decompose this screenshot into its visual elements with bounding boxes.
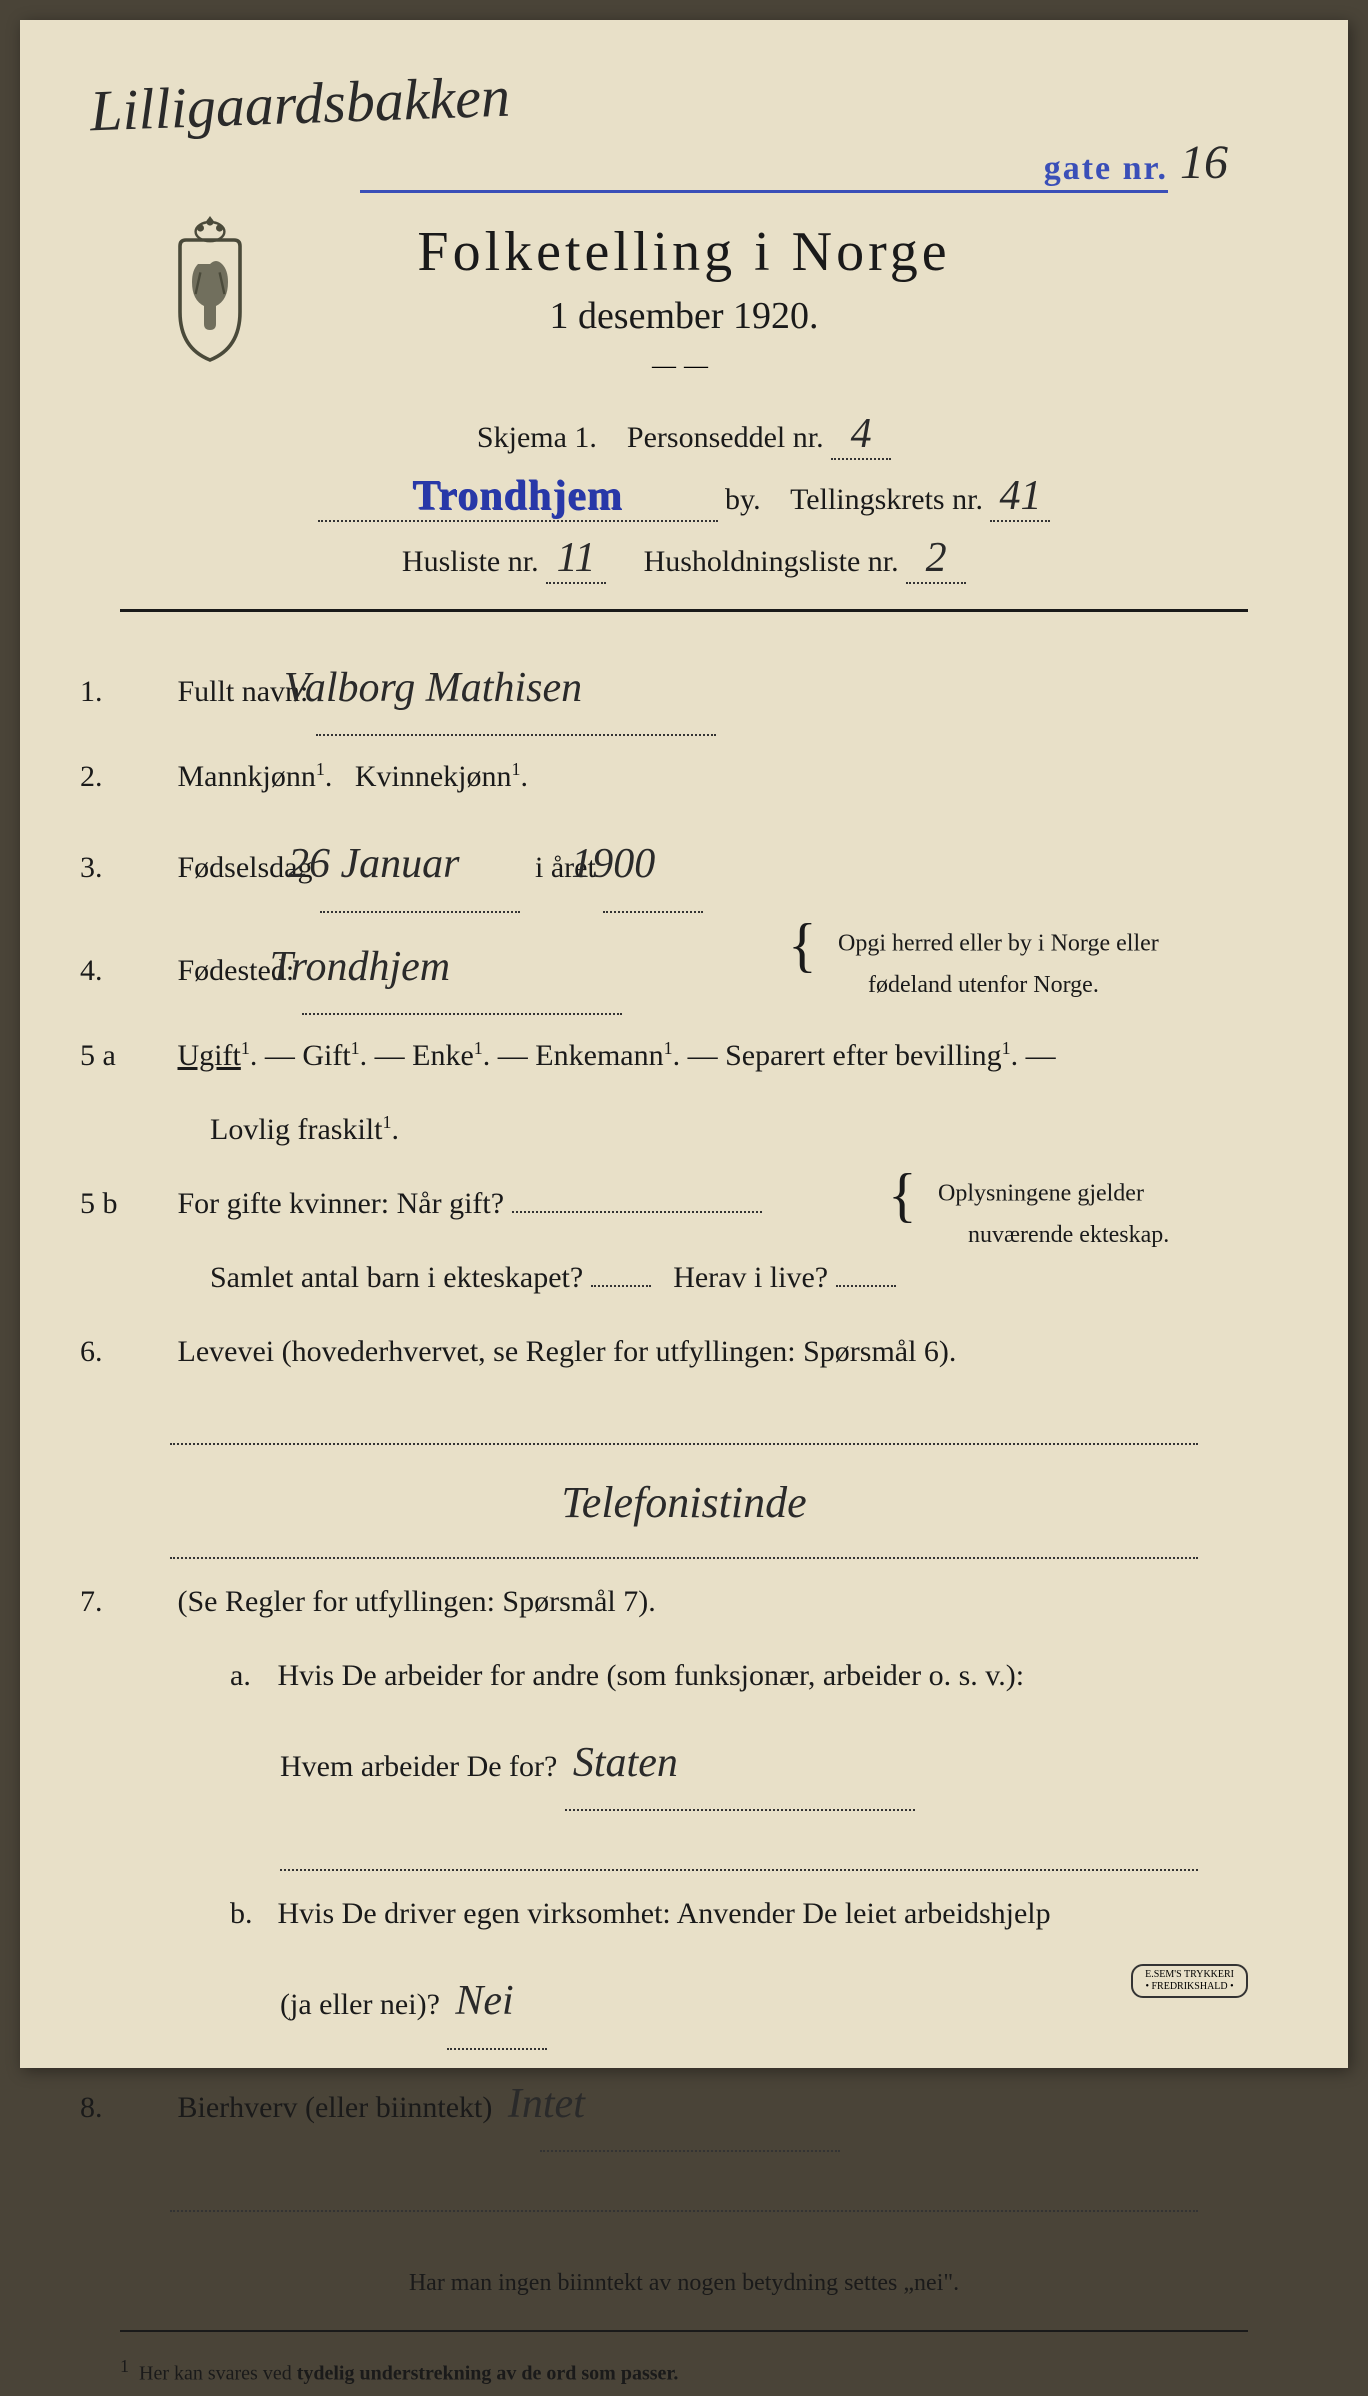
form-header: Skjema 1. Personseddel nr. 4 Trondhjem b… — [120, 410, 1248, 584]
q4-num: 4. — [120, 938, 170, 1004]
crest-svg — [150, 210, 270, 366]
q7b-row: b. Hvis De driver egen virksomhet: Anven… — [120, 1881, 1248, 1947]
q5a-enkemann: Enkemann — [535, 1039, 663, 1072]
q6-value: Telefonistinde — [170, 1455, 1198, 1559]
q5b-field1 — [512, 1211, 762, 1213]
street-name: Lilligaardsbakken — [89, 63, 511, 145]
footer-divider — [120, 2330, 1248, 2332]
city-stamp: Trondhjem — [412, 473, 622, 519]
q6-label: Levevei (hovederhvervet, se Regler for u… — [178, 1335, 957, 1368]
personseddel-nr: 4 — [831, 410, 891, 460]
q7a-value: Staten — [565, 1717, 915, 1811]
q2-kvinne: Kvinnekjønn — [355, 760, 512, 793]
q8-num: 8. — [120, 2075, 170, 2141]
q5b-label1: For gifte kvinner: Når gift? — [178, 1187, 505, 1220]
q8-blank-line — [170, 2162, 1198, 2212]
census-date: 1 desember 1920. — [120, 294, 1248, 338]
q6-num: 6. — [120, 1319, 170, 1385]
q7a-row: a. Hvis De arbeider for andre (som funks… — [120, 1643, 1248, 1709]
q5b-note-text: Oplysningene gjelder nuværende ekteskap. — [938, 1181, 1169, 1248]
q1-row: 1. Fullt navn: Valborg Mathisen — [120, 642, 1248, 736]
page-title: Folketelling i Norge — [120, 220, 1248, 284]
skjema-label: Skjema 1. — [477, 421, 597, 454]
q7a-blank-line — [280, 1821, 1198, 1871]
q5b-field2 — [591, 1285, 651, 1287]
main-divider — [120, 609, 1248, 612]
q5a-ugift: Ugift — [178, 1039, 241, 1072]
q3-year: 1900 — [603, 818, 703, 912]
q7a-label1: Hvis De arbeider for andre (som funksjon… — [278, 1659, 1025, 1692]
q7a-label2: Hvem arbeider De for? — [280, 1750, 557, 1783]
title-divider: —— — [120, 353, 1248, 380]
footnote: 1 Her kan svares ved tydelig understrekn… — [120, 2347, 1248, 2396]
q4-note-text: Opgi herred eller by i Norge eller fødel… — [838, 930, 1159, 997]
q4-value: Trondhjem — [302, 921, 622, 1015]
q4-note: {Opgi herred eller by i Norge eller føde… — [868, 921, 1248, 1003]
printer-mark: E.SEM'S TRYKKERI • FREDRIKSHALD • — [1131, 1964, 1248, 1998]
q1-num: 1. — [120, 659, 170, 725]
q2-row: 2. Mannkjønn1. Kvinnekjønn1. — [120, 744, 1248, 810]
q3-day: 26 Januar — [320, 818, 520, 912]
q5a-row: 5 a Ugift1. — Gift1. — Enke1. — Enkemann… — [120, 1023, 1248, 1089]
q5b-num: 5 b — [120, 1171, 170, 1237]
q8-row: 8. Bierhverv (eller biinntekt) Intet — [120, 2058, 1248, 2152]
q8-label: Bierhverv (eller biinntekt) — [178, 2091, 493, 2124]
husliste-nr: 11 — [546, 534, 606, 584]
q7-row: 7. (Se Regler for utfyllingen: Spørsmål … — [120, 1569, 1248, 1635]
q5b-field3 — [836, 1285, 896, 1287]
q5b-row2: Samlet antal barn i ekteskapet? Herav i … — [120, 1245, 1248, 1311]
footnote-text: Her kan svares ved tydelig understreknin… — [139, 2363, 678, 2385]
footer-note: Har man ingen biinntekt av nogen betydni… — [120, 2242, 1248, 2310]
footnote-mark: 1 — [120, 2356, 129, 2376]
q5a-enke: Enke — [412, 1039, 474, 1072]
tellingskrets-label: Tellingskrets nr. — [790, 483, 983, 516]
q5b-note: {Oplysningene gjelder nuværende ekteskap… — [968, 1171, 1248, 1253]
tellingskrets-nr: 41 — [990, 472, 1050, 522]
q7b-letter: b. — [230, 1881, 270, 1947]
norway-crest-icon — [150, 210, 270, 360]
census-form-page: Lilligaardsbakken gate nr. 16 Folketelli… — [20, 20, 1348, 2068]
husholdning-label: Husholdningsliste nr. — [644, 545, 899, 578]
q5a-separert: Separert efter bevilling — [725, 1039, 1002, 1072]
q5a-row2: Lovlig fraskilt1. — [120, 1097, 1248, 1163]
q5b-row: {Oplysningene gjelder nuværende ekteskap… — [120, 1171, 1248, 1237]
gate-underline — [360, 190, 1168, 193]
q5a-fraskilt: Lovlig fraskilt — [210, 1113, 382, 1146]
q5b-label2: Samlet antal barn i ekteskapet? — [210, 1261, 583, 1294]
by-label: by. — [725, 483, 761, 516]
q3-row: 3. Fødselsdag 26 Januar i året 1900 — [120, 818, 1248, 912]
q5a-num: 5 a — [120, 1023, 170, 1089]
form-body: 1. Fullt navn: Valborg Mathisen 2. Mannk… — [120, 642, 1248, 2396]
q6-blank-line — [170, 1395, 1198, 1445]
q7b-value: Nei — [447, 1955, 547, 2049]
q7b-label1: Hvis De driver egen virksomhet: Anvender… — [278, 1897, 1051, 1930]
q7b-label2: (ja eller nei)? — [280, 1988, 440, 2021]
printer-line1: E.SEM'S TRYKKERI — [1145, 1969, 1234, 1981]
q6-row: 6. Levevei (hovederhvervet, se Regler fo… — [120, 1319, 1248, 1385]
q8-value: Intet — [540, 2058, 840, 2152]
q7b-row2: (ja eller nei)? Nei — [120, 1955, 1248, 2049]
gate-nr-label: gate nr. — [1044, 150, 1168, 188]
printer-line2: • FREDRIKSHALD • — [1145, 1981, 1234, 1993]
personseddel-label: Personseddel nr. — [627, 421, 824, 454]
q2-num: 2. — [120, 744, 170, 810]
q7-label: (Se Regler for utfyllingen: Spørsmål 7). — [178, 1585, 656, 1618]
q7a-letter: a. — [230, 1643, 270, 1709]
q3-num: 3. — [120, 835, 170, 901]
q5a-gift: Gift — [302, 1039, 350, 1072]
husholdning-nr: 2 — [906, 534, 966, 584]
q4-row: {Opgi herred eller by i Norge eller føde… — [120, 921, 1248, 1015]
q7-num: 7. — [120, 1569, 170, 1635]
q1-value: Valborg Mathisen — [316, 642, 716, 736]
q5b-label3: Herav i live? — [673, 1261, 828, 1294]
q7a-row2: Hvem arbeider De for? Staten — [120, 1717, 1248, 1811]
q2-mann: Mannkjønn — [178, 760, 316, 793]
husliste-label: Husliste nr. — [402, 545, 539, 578]
gate-nr-value: 16 — [1180, 135, 1228, 190]
